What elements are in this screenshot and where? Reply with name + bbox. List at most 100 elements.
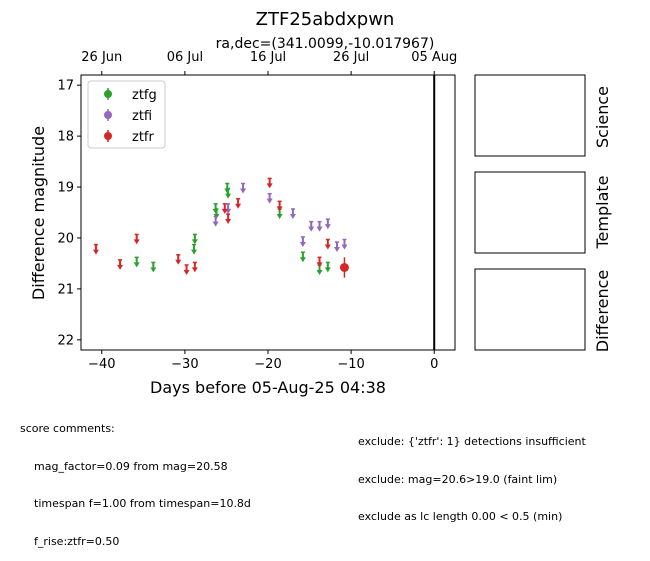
y-tick-label: 18 [57,130,74,145]
template-panel: Template [474,171,612,254]
upper-limit-ztfr [316,256,323,268]
limit-head [133,262,140,268]
limit-head [92,249,99,255]
limit-head [117,264,124,270]
upper-limit-ztfi [324,218,331,230]
upper-limit-ztfr [324,238,331,250]
y-tick-label: 19 [57,181,74,196]
limit-head [308,226,315,232]
x-tick-label: −30 [171,357,198,372]
legend-label: ztfr [132,130,154,145]
upper-limit-ztfr [276,200,283,212]
limit-head [225,193,232,199]
limit-head [225,219,232,225]
upper-limit-ztfi [308,220,315,232]
limit-head [289,213,296,219]
legend-marker [104,111,112,119]
legend-marker [104,132,112,140]
chart-title: ZTF25abdxpwn [256,9,395,30]
top-tick-label: 26 Jun [81,50,122,65]
upper-limit-ztfg [225,187,232,199]
limit-head [266,198,273,204]
upper-limit-ztfi [240,182,247,194]
limit-head [316,269,323,275]
limit-head [341,244,348,250]
x-tick-label: −20 [254,357,281,372]
limit-head [299,241,306,247]
upper-limit-ztfg [299,251,306,263]
limit-head [324,244,331,250]
upper-limit-ztfi [316,220,323,232]
x-tick-label: −40 [88,357,115,372]
limit-head [276,206,283,212]
template-label: Template [593,175,612,249]
upper-limit-ztfg [191,243,198,255]
upper-limit-ztfr [175,254,182,265]
upper-limit-ztfr [117,259,124,270]
science-label: Science [593,86,612,148]
limit-head [316,262,323,268]
upper-limit-ztfi [289,208,296,219]
limit-head [316,226,323,232]
y-tick-label: 17 [57,79,74,94]
score-comments-heading: score comments: [20,422,115,435]
upper-limit-ztfg [133,256,140,268]
exclude-comment-line: exclude as lc length 0.00 < 0.5 (min) [358,510,563,523]
limit-head [235,203,242,209]
difference-label: Difference [593,270,612,352]
top-tick-label: 05 Aug [411,50,457,65]
detection-ztfr [339,263,349,272]
exclude-comments: exclude: {'ztfr': 1} detections insuffic… [358,411,586,536]
y-tick-label: 22 [57,333,74,348]
difference-panel: Difference [474,268,612,352]
limit-head [276,213,283,219]
legend-label: ztfi [132,109,152,124]
y-axis-label: Difference magnitude [29,126,48,300]
upper-limit-ztfr [133,233,140,245]
upper-limit-ztfr [221,203,228,214]
limit-head [191,249,198,255]
upper-limit-ztfi [266,192,273,204]
limit-head [333,247,340,253]
limit-head [212,221,219,227]
limit-head [175,259,182,265]
upper-limit-ztfr [183,264,190,275]
upper-limit-ztfr [266,177,273,189]
upper-limit-ztfr [92,243,99,255]
chart-subtitle: ra,dec=(341.0099,-10.017967) [216,36,435,52]
limit-head [183,269,190,275]
top-tick-label: 26 Jul [333,50,369,65]
limit-head [266,183,273,189]
x-tick-label: −10 [337,357,364,372]
x-axis-label: Days before 05-Aug-25 04:38 [150,378,386,397]
limit-head [324,267,331,273]
limit-head [221,208,228,214]
limit-head [150,267,157,273]
legend-marker [104,90,112,98]
y-tick-label: 20 [57,231,74,246]
y-tick-label: 21 [57,282,74,297]
upper-limit-ztfi [341,238,348,250]
upper-limit-ztfg [324,261,331,273]
exclude-comment-line: exclude: {'ztfr': 1} detections insuffic… [358,435,586,448]
score-comments: score comments: mag_factor=0.09 from mag… [20,398,251,561]
top-tick-label: 16 Jul [250,50,286,65]
upper-limit-ztfr [191,261,198,273]
limit-head [191,239,198,245]
score-comment-line: mag_factor=0.09 from mag=20.58 [34,459,228,473]
legend: ztfg ztfi ztfr [87,80,166,149]
top-tick-label: 06 Jul [167,50,203,65]
limit-head [299,257,306,263]
upper-limit-ztfi [212,215,219,227]
exclude-comment-line: exclude: mag=20.6>19.0 (faint lim) [358,472,558,486]
upper-limit-ztfi [299,236,306,247]
limit-head [240,188,247,194]
legend-label: ztfg [132,88,157,103]
limit-head [191,267,198,273]
upper-limit-ztfg [191,233,198,245]
x-tick-label: 0 [430,357,438,372]
score-comment-line: f_rise:ztfr=0.50 [34,534,120,548]
lightcurve-figure: ZTF25abdxpwn ra,dec=(341.0099,-10.017967… [29,9,612,397]
limit-head [133,239,140,245]
upper-limit-ztfr [225,213,232,225]
